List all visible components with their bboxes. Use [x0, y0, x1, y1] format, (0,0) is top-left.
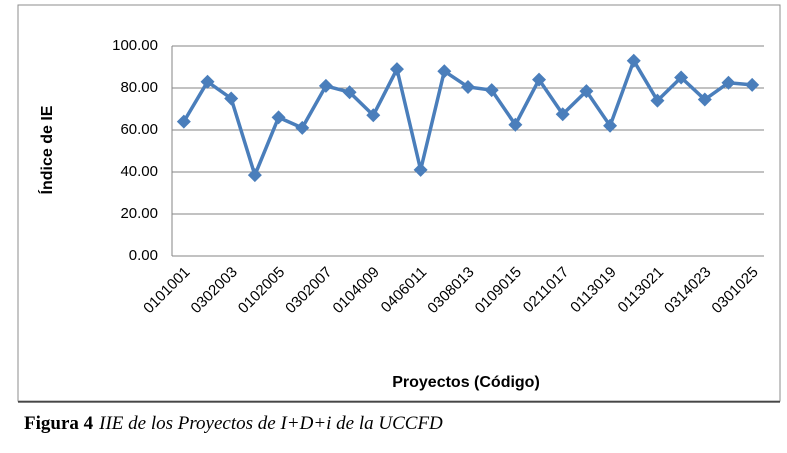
marker: [200, 74, 215, 89]
marker: [176, 114, 191, 129]
marker: [224, 91, 239, 106]
y-tick-label: 60.00: [120, 121, 158, 138]
marker: [342, 85, 357, 100]
caption-text: IIE de los Proyectos de I+D+i de la UCCF…: [98, 413, 443, 434]
marker: [366, 108, 381, 123]
y-axis-title: Índice de IE: [37, 105, 56, 194]
marker: [247, 168, 262, 183]
marker: [271, 110, 286, 125]
marker: [721, 75, 736, 90]
x-axis-title: Proyectos (Código): [392, 374, 540, 391]
marker: [437, 64, 452, 79]
marker: [555, 107, 570, 122]
marker: [650, 93, 665, 108]
y-tick-label: 0.00: [129, 247, 158, 264]
caption: Figura 4 IIE de los Proyectos de I+D+i de…: [24, 413, 443, 434]
marker: [626, 53, 641, 68]
y-tick-label: 20.00: [120, 205, 158, 222]
caption-label: Figura 4: [24, 413, 94, 434]
y-tick-label: 80.00: [120, 79, 158, 96]
marker: [484, 83, 499, 98]
marker: [508, 117, 523, 132]
marker: [697, 92, 712, 107]
marker: [413, 162, 428, 177]
marker: [295, 120, 310, 135]
marker: [603, 118, 618, 133]
marker: [461, 79, 475, 94]
marker: [389, 62, 404, 77]
marker: [318, 78, 333, 93]
marker: [532, 72, 547, 87]
marker: [579, 84, 594, 99]
y-tick-label: 100.00: [112, 37, 158, 54]
marker: [745, 77, 760, 92]
marker: [674, 70, 689, 85]
y-tick-label: 40.00: [120, 163, 158, 180]
